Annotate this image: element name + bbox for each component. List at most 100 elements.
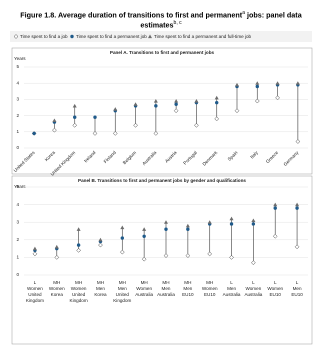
x-tick-label: Korea [44,150,57,163]
marker-triangle [32,246,37,251]
x-tick-label: Kingdom [70,298,88,303]
marker-diamond [194,122,199,128]
legend-box [10,31,312,42]
x-tick-label: United [28,292,42,297]
x-tick-label: L [252,280,255,285]
marker-diamond [214,116,220,122]
marker-diamond [185,253,191,258]
x-tick-label: EU10 [291,292,303,297]
x-tick-label: MH [53,280,60,285]
marker-diamond [52,127,57,133]
y-tick-label: 1 [16,129,19,134]
marker-circle [251,222,256,226]
x-tick-label: Australia [223,292,241,297]
marker-diamond [163,253,169,258]
marker-diamond [173,108,179,114]
legend-label: Time spent to find a permanent and full-… [154,34,252,39]
marker-triangle [174,99,179,103]
marker-diamond [272,233,278,239]
x-tick-label: EU10 [182,292,194,297]
title-note: a [242,10,245,16]
x-tick-label: United [72,292,86,297]
marker-circle [120,236,125,240]
x-tick-label: Women [246,286,262,291]
y-tick-label: 3 [16,219,19,224]
x-tick-label: Australia [157,292,175,297]
marker-circle [186,227,190,231]
x-tick-label: Austria [164,150,178,164]
marker-circle [154,104,158,108]
title-note: b, c [173,20,182,27]
x-tick-label: Women [136,286,152,291]
legend-marker [70,34,74,39]
x-tick-label: EU10 [204,292,216,297]
x-tick-label: Men [293,286,302,291]
marker-diamond [153,131,159,136]
x-tick-label: MH [141,280,148,285]
marker-circle [255,84,259,89]
x-tick-label: Australia [141,150,157,166]
x-tick-label: Kingdom [26,298,44,303]
x-tick-label: Men [96,286,105,291]
marker-diamond [141,256,147,262]
marker-triangle [255,81,260,85]
marker-diamond [92,131,98,136]
marker-triangle [295,202,300,207]
x-tick-label: EU10 [269,292,281,297]
legend-label: Time spent to find a job [20,34,68,39]
x-tick-label: Women [202,286,218,291]
marker-circle [164,227,168,231]
x-tick-label: MH [206,280,213,285]
marker-triangle [251,218,256,223]
marker-diamond [229,255,234,260]
legend-marker [13,34,19,39]
marker-diamond [254,98,260,104]
x-tick-label: Australia [135,292,153,297]
marker-circle [229,222,234,226]
y-axis-label: Years [14,184,26,189]
x-tick-label: Women [27,286,43,291]
x-tick-label: Women [267,286,283,291]
x-tick-label: Women [71,286,87,291]
marker-circle [142,234,146,238]
marker-circle [73,115,77,119]
marker-circle [76,243,81,247]
x-tick-label: Greece [265,150,280,165]
marker-diamond [251,260,256,266]
x-tick-label: Finland [103,150,118,165]
legend-marker [148,34,152,39]
figure-title: Figure 1.8. Average duration of transiti… [8,9,314,30]
marker-circle [273,206,277,210]
marker-triangle [98,237,103,242]
marker-triangle [273,202,278,207]
marker-triangle [207,220,212,224]
x-tick-label: Germany [283,150,300,167]
marker-circle [32,131,36,136]
x-tick-label: Korea [51,292,64,297]
y-tick-label: 4 [16,80,19,85]
y-tick-label: 3 [16,97,19,102]
marker-diamond [112,131,118,136]
x-tick-label: Kingdom [113,298,131,303]
y-tick-label: 0 [16,145,19,150]
y-tick-label: 5 [16,64,19,69]
marker-triangle [113,107,118,111]
marker-triangle [133,102,138,106]
x-tick-label: Portugal [182,150,198,166]
x-tick-label: Denmark [202,150,219,167]
marker-circle [215,100,219,105]
y-tick-label: 2 [16,113,19,118]
marker-triangle [142,227,147,231]
x-tick-label: United [116,292,130,297]
marker-diamond [72,122,78,128]
marker-circle [295,206,299,210]
x-tick-label: Australia [244,292,262,297]
y-tick-label: 4 [16,202,19,207]
marker-diamond [98,242,103,248]
x-tick-label: L [274,280,277,285]
x-tick-label: MH [119,280,126,285]
legend-label: Time spent to find a permanent job [76,34,147,39]
marker-triangle [185,223,190,228]
